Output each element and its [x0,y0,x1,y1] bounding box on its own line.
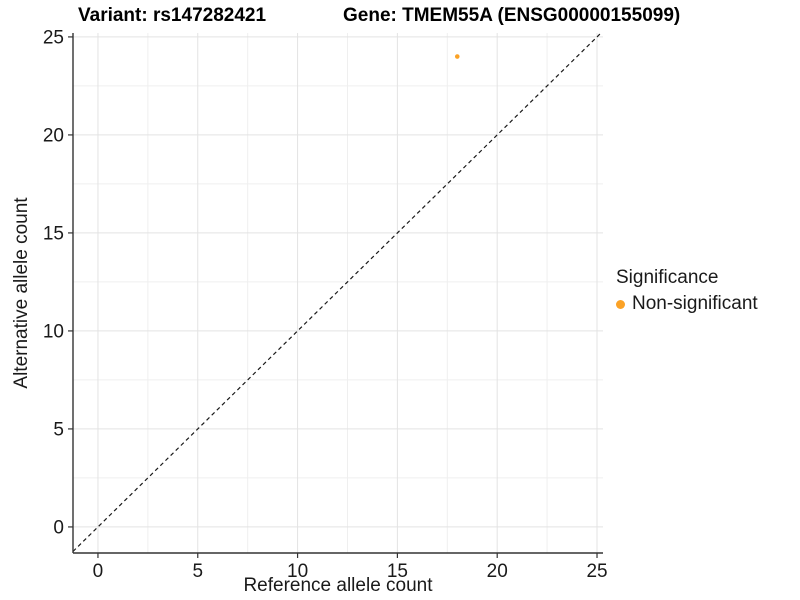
svg-text:5: 5 [53,419,64,440]
plot-title-variant: Variant: rs147282421 [78,5,267,26]
svg-text:15: 15 [387,561,408,582]
svg-text:0: 0 [53,517,64,538]
svg-text:20: 20 [43,125,64,146]
svg-text:0: 0 [93,561,104,582]
svg-text:15: 15 [43,223,64,244]
svg-text:25: 25 [43,27,64,48]
svg-text:10: 10 [287,561,308,582]
svg-text:10: 10 [43,321,64,342]
x-axis-label: Reference allele count [243,575,433,596]
svg-text:20: 20 [487,561,508,582]
legend-title: Significance [616,267,719,288]
legend: Significance Non-significant [616,267,758,315]
legend-item: Non-significant [616,293,758,315]
plot-title-gene: Gene: TMEM55A (ENSG00000155099) [343,5,681,26]
svg-text:25: 25 [586,561,607,582]
legend-point-swatch-icon [616,299,625,309]
svg-text:5: 5 [192,561,203,582]
legend-item-label: Non-significant [632,293,758,314]
